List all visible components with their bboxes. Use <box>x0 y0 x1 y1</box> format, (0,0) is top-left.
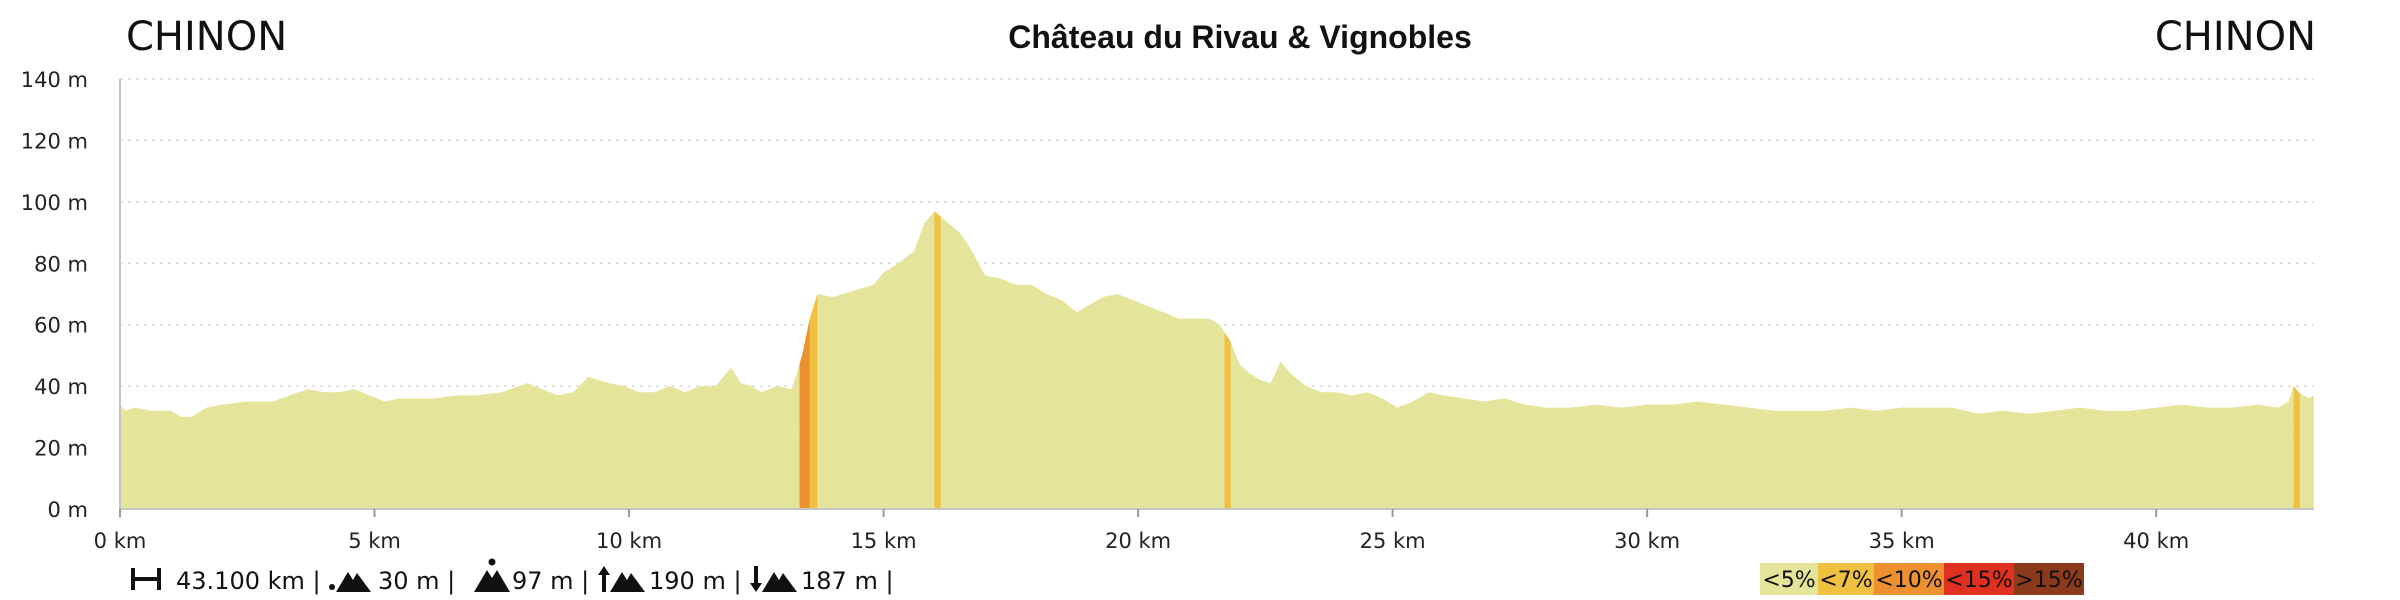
legend-swatch <box>1818 563 1874 595</box>
steep-segment <box>934 211 941 509</box>
y-tick-label: 40 m <box>34 375 88 399</box>
steep-segment <box>2293 386 2300 509</box>
steep-segment <box>799 318 810 509</box>
legend-label: <7% <box>1819 568 1872 593</box>
elevation-area <box>120 211 2314 509</box>
route-stats: 43.100 km | 30 m | 97 m | 190 m | 187 m … <box>131 558 894 595</box>
gradient-legend: <5% <7% <10% <15% >15% <box>1760 563 2084 595</box>
x-tick-label: 5 km <box>348 529 401 553</box>
legend-label: <15% <box>1945 568 2012 593</box>
legend-label: <5% <box>1762 568 1815 593</box>
y-tick-label: 80 m <box>34 252 88 276</box>
legend-swatch <box>1944 563 2014 595</box>
x-tick-label: 35 km <box>1869 529 1935 553</box>
x-axis: 0 km 5 km 10 km 15 km 20 km 25 km 30 km 35 km 40… <box>94 509 2189 553</box>
legend-label: <10% <box>1875 568 1942 593</box>
min-altitude-icon <box>329 572 371 592</box>
legend-swatch <box>2014 563 2084 595</box>
legend-swatch <box>1874 563 1944 595</box>
distance-value: 43.100 km | <box>176 567 321 595</box>
x-tick-label: 40 km <box>2123 529 2189 553</box>
x-tick-label: 0 km <box>94 529 147 553</box>
y-tick-label: 100 m <box>21 191 88 215</box>
x-tick-label: 20 km <box>1105 529 1171 553</box>
descent-value: 187 m | <box>801 567 894 595</box>
descent-icon <box>750 566 797 592</box>
x-tick-label: 25 km <box>1360 529 1426 553</box>
y-axis: 0 m 20 m 40 m 60 m 80 m 100 m 120 m 140 m <box>21 68 88 522</box>
steep-segment <box>809 294 818 509</box>
legend-item: <5% <box>1760 563 1818 595</box>
y-tick-label: 140 m <box>21 68 88 92</box>
y-tick-label: 60 m <box>34 314 88 338</box>
x-tick-label: 15 km <box>851 529 917 553</box>
axis-lines <box>119 79 2314 510</box>
x-tick-label: 10 km <box>596 529 662 553</box>
max-altitude-icon <box>474 558 510 592</box>
legend-item: <10% <box>1874 563 1944 595</box>
legend-item: <15% <box>1944 563 2014 595</box>
ascent-icon <box>598 566 645 592</box>
start-place-label: CHINON <box>126 14 287 60</box>
y-tick-label: 120 m <box>21 129 88 153</box>
y-tick-label: 0 m <box>48 498 89 522</box>
legend-item: >15% <box>2014 563 2084 595</box>
chart-title: Château du Rivau & Vignobles <box>1008 19 1471 55</box>
legend-swatch <box>1760 563 1818 595</box>
elevation-area-layer <box>120 211 2314 509</box>
min-altitude-value: 30 m | <box>378 567 455 595</box>
end-place-label: CHINON <box>2155 14 2316 60</box>
legend-item: <7% <box>1818 563 1874 595</box>
x-tick-label: 30 km <box>1614 529 1680 553</box>
y-tick-label: 20 m <box>34 437 88 461</box>
max-altitude-value: 97 m | <box>512 567 589 595</box>
steep-segment <box>1224 332 1231 509</box>
distance-icon <box>131 568 161 590</box>
legend-label: >15% <box>2015 568 2082 593</box>
ascent-value: 190 m | <box>649 567 742 595</box>
